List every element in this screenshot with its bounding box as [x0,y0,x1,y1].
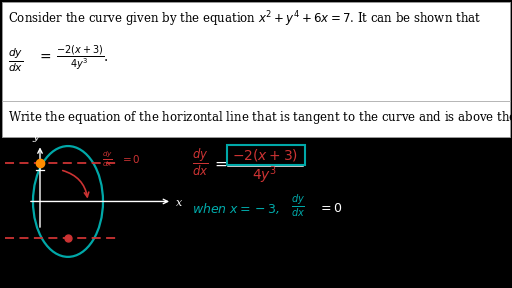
Text: $-2(x+3)$: $-2(x+3)$ [232,147,298,163]
Text: x: x [176,198,182,208]
Text: $\frac{dy}{dx}$: $\frac{dy}{dx}$ [192,147,208,179]
Text: when $x=-3$,: when $x=-3$, [192,201,280,216]
Text: $= 0$: $= 0$ [318,202,343,215]
FancyBboxPatch shape [2,2,510,137]
Text: $\frac{dy}{dx}$: $\frac{dy}{dx}$ [102,149,113,169]
Text: $=$: $=$ [212,156,228,171]
Text: Consider the curve given by the equation $x^2 + y^4 + 6x = 7$. It can be shown t: Consider the curve given by the equation… [8,10,481,29]
Text: $\frac{dy}{dx}$: $\frac{dy}{dx}$ [291,192,305,219]
Text: $4y^3$: $4y^3$ [252,164,278,186]
Text: y: y [33,132,39,142]
Text: Write the equation of the horizontal line that is tangent to the curve and is ab: Write the equation of the horizontal lin… [8,109,512,126]
Text: $\frac{dy}{dx}$: $\frac{dy}{dx}$ [8,46,24,74]
Text: $= 0$: $= 0$ [120,153,141,165]
Text: $= \,\frac{-2(x+3)}{4y^3}$.: $= \,\frac{-2(x+3)}{4y^3}$. [37,43,109,71]
